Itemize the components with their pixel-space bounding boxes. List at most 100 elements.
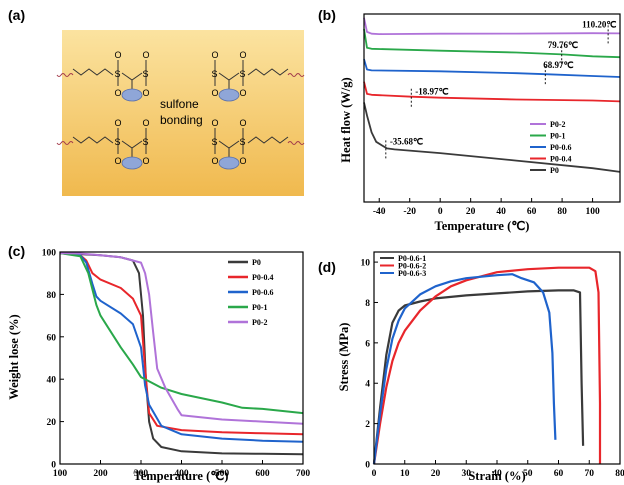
series-line-P0-1 <box>363 28 621 59</box>
x-tick-label: 100 <box>53 469 68 479</box>
transition-annotation: 110.20℃ <box>582 19 616 29</box>
tga-y-axis-label: Weight lose (%) <box>7 314 21 399</box>
oxygen-atom: O <box>212 88 219 98</box>
legend-label: P0-1 <box>252 303 268 312</box>
y-tick-label: 20 <box>47 418 57 428</box>
sulfur-atom: S <box>115 137 121 147</box>
sulfur-atom: S <box>212 137 218 147</box>
tga-chart: 100 200 300 400 500 600 700 0 20 40 60 80 100 P0 P0-0… <box>7 249 310 484</box>
transition-annotation: -18.97℃ <box>415 87 448 97</box>
alkyl-chain <box>247 136 289 144</box>
sulfur-atom: S <box>143 137 149 147</box>
legend-label: P0 <box>252 258 261 267</box>
x-tick-label: 10 <box>400 469 410 479</box>
stress-strain-y-axis-label: Stress (MPa) <box>337 323 351 392</box>
series-line-P0-0.6 <box>363 58 621 78</box>
x-tick-label: 40 <box>492 469 502 479</box>
legend-label: P0-1 <box>550 132 566 141</box>
dsc-y-axis-label: Heat flow (W/g) <box>339 77 353 162</box>
x-tick-label: 80 <box>615 469 624 479</box>
tga-x-axis-label: Temperature (℃) <box>134 469 229 483</box>
polymer-chain-end <box>287 141 305 145</box>
y-tick-label: 4 <box>365 380 370 390</box>
x-tick-label: 20 <box>466 207 476 217</box>
cation-oval <box>121 156 143 170</box>
legend-label: P0-0.6-2 <box>398 262 426 271</box>
transition-annotation: 68.97℃ <box>543 60 573 70</box>
panel-label-a: (a) <box>8 7 25 23</box>
x-tick-label: 0 <box>372 469 377 479</box>
legend-label: P0-0.4 <box>252 273 274 282</box>
legend-label: P0 <box>550 166 559 175</box>
x-tick-label: -20 <box>403 207 416 217</box>
series-line-P0-0.6-1 <box>372 289 585 465</box>
sulfur-atom: S <box>115 69 121 79</box>
oxygen-atom: O <box>115 118 122 128</box>
alkyl-chain <box>72 136 114 144</box>
cation-oval <box>218 88 240 102</box>
schematic-background <box>62 30 304 196</box>
stress-strain-legend: P0-0.6-1P0-0.6-2P0-0.6-3 <box>380 254 426 278</box>
legend-label: P0-2 <box>550 120 566 129</box>
oxygen-atom: O <box>240 50 247 60</box>
stress-strain-x-axis-label: Strain (%) <box>468 469 525 483</box>
oxygen-atom: O <box>143 156 150 166</box>
dsc-x-axis-label: Temperature (℃) <box>435 219 530 233</box>
panel-label-d: (d) <box>318 259 336 275</box>
series-line-P0-1 <box>59 252 304 415</box>
y-tick-label: 60 <box>47 333 57 343</box>
sulfur-atom: S <box>240 137 246 147</box>
plot-frame <box>363 13 621 203</box>
series-line-P0 <box>59 252 304 456</box>
sulfur-atom: S <box>212 69 218 79</box>
y-tick-label: 40 <box>47 376 57 386</box>
legend-label: P0-0.6 <box>550 143 572 152</box>
oxygen-atom: O <box>240 156 247 166</box>
y-tick-label: 100 <box>42 249 57 259</box>
legend-label: P0-0.4 <box>550 155 572 164</box>
oxygen-atom: O <box>143 50 150 60</box>
polymer-chain-end <box>56 73 74 77</box>
schematic-label-line1: sulfone <box>160 97 199 111</box>
panel-label-c: (c) <box>8 243 25 259</box>
series-line-P0-0.4 <box>363 81 621 103</box>
alkyl-chain <box>72 68 114 76</box>
schematic-label-line2: bonding <box>160 113 203 127</box>
x-tick-label: 40 <box>496 207 506 217</box>
series-line-P0-0.6-3 <box>372 273 557 465</box>
y-tick-label: 80 <box>47 291 57 301</box>
series-line-P0-0.4 <box>59 252 304 436</box>
x-tick-label: 50 <box>523 469 533 479</box>
x-tick-label: -40 <box>373 207 386 217</box>
series-line-P0-0.6 <box>59 252 304 443</box>
x-tick-label: 700 <box>296 469 311 479</box>
polymer-chain-end <box>287 73 305 77</box>
plot-frame <box>59 251 304 465</box>
legend-label: P0-0.6-3 <box>398 269 426 278</box>
oxygen-atom: O <box>115 156 122 166</box>
cation-oval <box>218 156 240 170</box>
y-tick-label: 0 <box>365 461 370 471</box>
series-line-P0-2 <box>363 17 621 35</box>
series-line-P0 <box>363 102 621 173</box>
x-tick-label: 100 <box>585 207 600 217</box>
sulfur-atom: S <box>240 69 246 79</box>
x-tick-label: 70 <box>585 469 595 479</box>
oxygen-atom: O <box>143 118 150 128</box>
legend-label: P0-0.6 <box>252 288 274 297</box>
polymer-chain-end <box>56 141 74 145</box>
oxygen-atom: O <box>115 50 122 60</box>
x-tick-label: 200 <box>93 469 108 479</box>
oxygen-atom: O <box>212 118 219 128</box>
panel-label-b: (b) <box>318 7 336 23</box>
dsc-legend: P0-2 P0-1 P0-0.6 P0-0.4 P0 <box>530 120 572 175</box>
cation-oval <box>121 88 143 102</box>
legend-label: P0-0.6-1 <box>398 254 426 263</box>
x-tick-label: 80 <box>557 207 567 217</box>
x-tick-label: 60 <box>527 207 537 217</box>
oxygen-atom: O <box>240 118 247 128</box>
x-tick-label: 600 <box>255 469 270 479</box>
y-tick-label: 0 <box>51 461 56 471</box>
